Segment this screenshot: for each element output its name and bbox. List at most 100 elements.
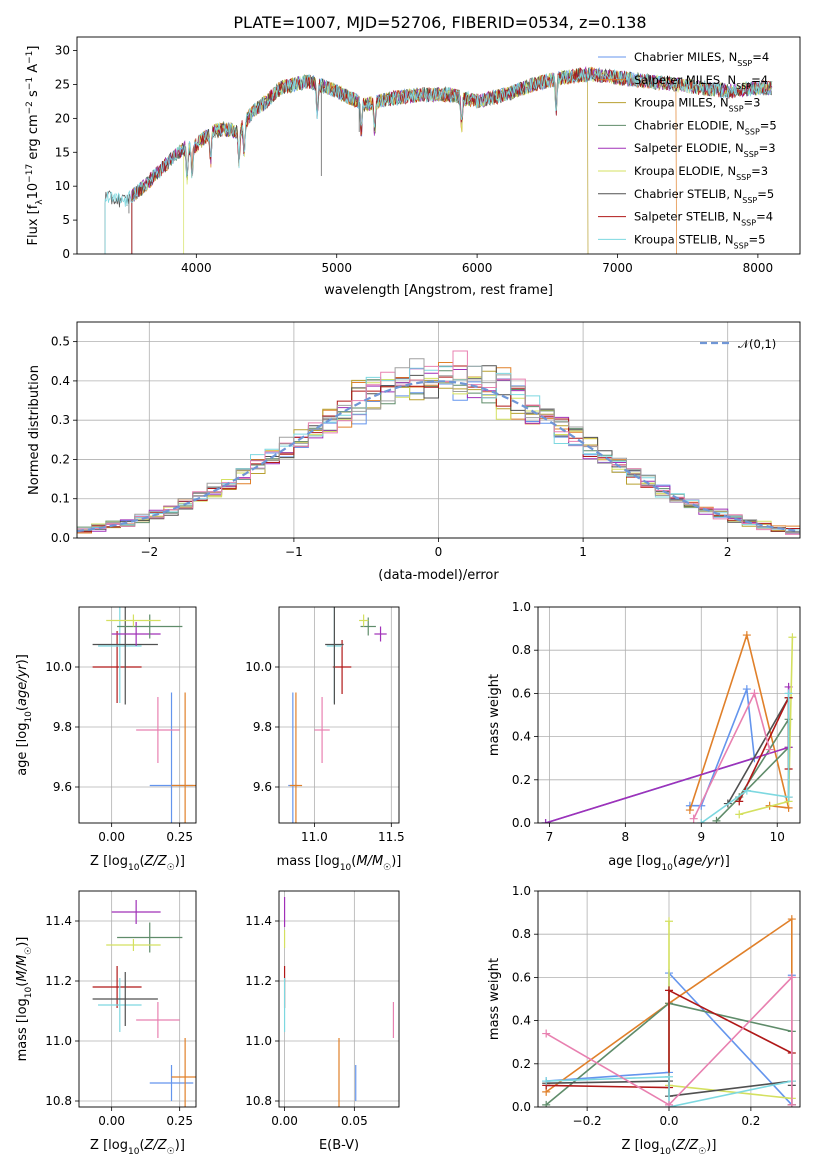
y-tick-label: 11.4 [245,914,272,928]
x-tick-label: 0.0 [659,1114,678,1128]
axes-frame [537,606,801,824]
x-tick-label: 0.00 [98,1114,125,1128]
errorbar-point [98,978,142,1032]
plus-marker [665,917,673,926]
y-tick-label: 10.8 [45,1094,72,1108]
weight_vs_age-xlabel: age [log10(age/yr)] [608,854,730,873]
mass-weight-line [668,921,792,1100]
weight_vs_age-ylabel: mass weight [487,674,502,756]
errorbar-point [111,622,161,646]
plus-marker [542,1029,551,1038]
legend-label: Chabrier ELODIE, NSSP=5 [634,118,777,136]
errorbar-point [92,972,158,1026]
x-tick-label: 10 [770,830,785,844]
errorbar-point [374,626,387,642]
y-tick-label: 9.8 [253,720,272,734]
normal-reference-curve [77,380,800,533]
plus-marker [787,1100,796,1107]
y-tick-label: 0.2 [512,773,531,787]
y-tick-label: 10.0 [45,660,72,674]
y-tick-label: 0.0 [512,1100,531,1114]
axes-age_vs_Z: 0.00 0.25 9.6 9.8 10.0 Z [log10(Z/Z☉)] age [lo… [15,606,197,873]
errorbar-point [106,614,161,627]
y-tick-label: 11.0 [245,1034,272,1048]
weight_vs_Z-xlabel: Z [log10(Z/Z☉)] [622,1138,717,1157]
x-tick-label: 11.0 [301,830,328,844]
spectrum-series-line [104,67,772,254]
mass_vs_Z-xlabel: Z [log10(Z/Z☉)] [90,1138,185,1157]
x-tick-label: 2 [724,545,732,559]
plus-marker [665,1100,673,1107]
plot-area-age_vs_Z [92,607,196,823]
y-tick-label: 11.2 [45,974,72,988]
y-tick-label: 0.4 [512,730,531,744]
y-tick-label: 25 [55,77,70,91]
errorbar-point [98,607,142,703]
legend-label: Salpeter ELODIE, NSSP=3 [634,141,776,159]
plus-marker [742,786,751,795]
errorbar-point [171,1038,196,1107]
axes-age_vs_mass: 11.0 11.5 9.6 9.8 10.0 mass [log10(M/M☉)] [245,606,405,873]
axes-mass_vs_Z: 0.00 0.25 10.8 11.0 11.2 11.4 Z [log10(Z/Z☉)] m… [15,890,197,1157]
errorbar-point [92,966,142,1008]
y-tick-label: 0.5 [51,335,70,349]
y-tick-label: 0.3 [51,413,70,427]
y-tick-label: 0.0 [51,531,70,545]
residual-histogram [77,358,800,538]
y-tick-label: 0.2 [512,1057,531,1071]
y-tick-label: 10.0 [245,660,272,674]
mass-weight-line [545,975,793,1106]
mass-weight-line [545,686,790,823]
spectrum-xlabel: wavelength [Angstrom, rest frame] [324,283,553,298]
x-tick-label: 7 [546,830,554,844]
y-tick-label: 0.4 [51,374,70,388]
y-tick-label: 1.0 [512,600,531,614]
plus-marker [787,915,796,924]
plus-marker [784,793,793,802]
errorbar-point [117,922,183,953]
x-tick-label: 11.5 [378,830,405,844]
y-tick-label: 11.4 [45,914,72,928]
y-tick-label: 20 [55,111,70,125]
legend-label: Salpeter MILES, NSSP=4 [634,73,768,91]
x-tick-label: 0 [435,545,443,559]
errorbar-point [106,939,161,951]
x-tick-label: 6000 [462,261,493,275]
x-tick-label: 0.00 [98,830,125,844]
x-tick-label: 0.05 [341,1114,368,1128]
age_vs_Z-xlabel: Z [log10(Z/Z☉)] [90,854,185,873]
y-tick-label: 9.8 [53,720,72,734]
x-tick-label: 4000 [181,261,212,275]
x-tick-label: 1 [579,545,587,559]
y-tick-label: 5 [62,213,70,227]
legend-label: Chabrier STELIB, NSSP=5 [634,187,774,205]
age_vs_mass-xlabel: mass [log10(M/M☉)] [277,854,402,873]
axes-frame [76,36,801,255]
plus-marker [750,689,759,698]
x-tick-label: 5000 [321,261,352,275]
mass_vs_ebv-xlabel: E(B-V) [319,1138,359,1153]
y-tick-label: 0.6 [512,970,531,984]
x-tick-label: 0.2 [741,1114,760,1128]
y-tick-label: 30 [55,44,70,58]
y-tick-label: 1.0 [512,884,531,898]
plus-marker [542,1100,551,1107]
mass-weight-line [546,1075,792,1107]
x-tick-label: −0.2 [573,1114,602,1128]
errorbar-point [325,607,344,705]
plus-marker [735,797,744,806]
legend-label: Kroupa MILES, NSSP=3 [634,96,760,114]
plus-marker [685,806,694,815]
errorbar-point [117,614,183,639]
y-tick-label: 0.2 [51,452,70,466]
y-tick-label: 10.8 [245,1094,272,1108]
errorbar-point [359,614,369,627]
errorbar-point [136,697,180,763]
y-tick-label: 0.8 [512,927,531,941]
spectrum-series-line [131,67,589,254]
axes-frame [76,321,801,539]
plot-area-weight_vs_age [541,631,797,823]
spectrum-legend: Chabrier MILES, NSSP=4 Salpeter MILES, NS… [598,50,777,250]
age_vs_Z-ylabel: age [log10(age/yr)] [15,654,34,776]
x-tick-label: 8000 [743,261,774,275]
